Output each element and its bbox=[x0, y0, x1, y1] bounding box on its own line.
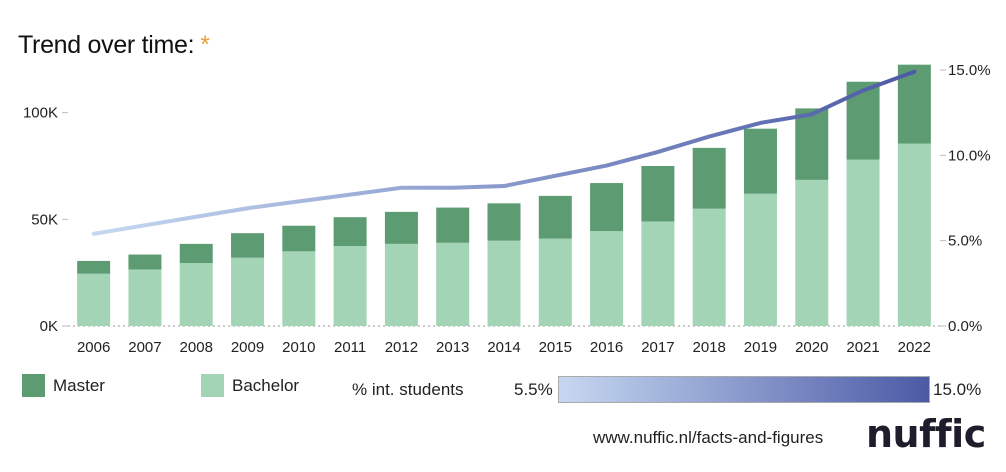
x-tick-label: 2008 bbox=[180, 339, 213, 356]
bar-master bbox=[795, 108, 829, 180]
x-tick-label: 2017 bbox=[641, 339, 674, 356]
legend-master[interactable]: Master bbox=[22, 374, 105, 397]
x-tick-label: 2016 bbox=[590, 339, 623, 356]
bar-bachelor bbox=[282, 251, 316, 326]
x-tick-label: 2015 bbox=[539, 339, 572, 356]
x-tick-label: 2012 bbox=[385, 339, 418, 356]
x-tick-label: 2013 bbox=[436, 339, 469, 356]
bar-master bbox=[538, 195, 572, 239]
x-tick-label: 2014 bbox=[487, 339, 520, 356]
bar-master bbox=[743, 128, 777, 194]
bar-bachelor bbox=[743, 193, 777, 326]
bar-bachelor bbox=[179, 263, 213, 326]
gradient-legend-label: % int. students bbox=[352, 380, 464, 399]
x-tick-label: 2007 bbox=[128, 339, 161, 356]
bar-master bbox=[77, 260, 111, 274]
bar-bachelor bbox=[538, 238, 572, 326]
bar-bachelor bbox=[77, 273, 111, 326]
x-tick-label: 2011 bbox=[334, 339, 366, 356]
bar-master bbox=[692, 147, 726, 209]
y-left-tick-label: 0K bbox=[40, 318, 58, 335]
bar-bachelor bbox=[846, 159, 880, 326]
bar-master bbox=[128, 254, 162, 270]
bar-bachelor bbox=[590, 231, 624, 326]
bar-bachelor bbox=[897, 143, 931, 326]
chart-title-text: Trend over time: bbox=[18, 31, 195, 59]
legend-bachelor[interactable]: Bachelor bbox=[201, 374, 299, 397]
bar-master bbox=[179, 243, 213, 264]
y-right-tick-label: 15.0% bbox=[948, 62, 991, 79]
y-right-tick-label: 0.0% bbox=[948, 318, 982, 335]
legend-bachelor-label: Bachelor bbox=[232, 375, 300, 395]
y-right-tick-label: 10.0% bbox=[948, 147, 991, 164]
chart-title: Trend over time: * bbox=[18, 31, 210, 60]
legend-master-label: Master bbox=[53, 375, 105, 395]
bar-bachelor bbox=[692, 208, 726, 326]
x-tick-label: 2006 bbox=[77, 339, 110, 356]
x-tick-label: 2022 bbox=[898, 339, 931, 356]
bar-master bbox=[487, 203, 521, 241]
source-link[interactable]: www.nuffic.nl/facts-and-figures bbox=[593, 428, 824, 447]
legend-master-swatch bbox=[22, 374, 45, 397]
legend-bachelor-swatch bbox=[201, 374, 224, 397]
gradient-legend-min: 5.5% bbox=[514, 380, 553, 399]
line-int-students bbox=[91, 69, 917, 236]
bar-bachelor bbox=[795, 179, 829, 326]
bar-master bbox=[231, 233, 265, 258]
bar-bachelor bbox=[436, 242, 470, 326]
gradient-legend-bar bbox=[558, 376, 930, 403]
x-tick-label: 2010 bbox=[282, 339, 315, 356]
bar-bachelor bbox=[384, 243, 418, 326]
nuffic-logo: nuffic bbox=[866, 412, 986, 456]
bar-master bbox=[846, 81, 880, 160]
title-asterisk: * bbox=[200, 31, 210, 59]
bar-master bbox=[590, 183, 624, 232]
bar-master bbox=[384, 211, 418, 244]
bar-bachelor bbox=[487, 240, 521, 326]
bar-master bbox=[333, 217, 367, 246]
bar-master bbox=[436, 207, 470, 243]
bar-master bbox=[641, 166, 675, 222]
y-left-tick-label: 100K bbox=[23, 105, 58, 122]
bar-bachelor bbox=[128, 269, 162, 326]
x-tick-label: 2009 bbox=[231, 339, 264, 356]
y-left-tick-label: 50K bbox=[31, 211, 58, 228]
gradient-legend-max: 15.0% bbox=[933, 380, 982, 399]
x-tick-label: 2020 bbox=[795, 339, 828, 356]
bar-bachelor bbox=[333, 246, 367, 326]
bar-bachelor bbox=[231, 257, 265, 326]
bar-bachelor bbox=[641, 221, 675, 326]
x-tick-label: 2021 bbox=[846, 339, 879, 356]
bar-master bbox=[282, 225, 316, 252]
x-tick-label: 2019 bbox=[744, 339, 777, 356]
y-right-tick-label: 5.0% bbox=[948, 233, 982, 250]
x-tick-label: 2018 bbox=[692, 339, 725, 356]
